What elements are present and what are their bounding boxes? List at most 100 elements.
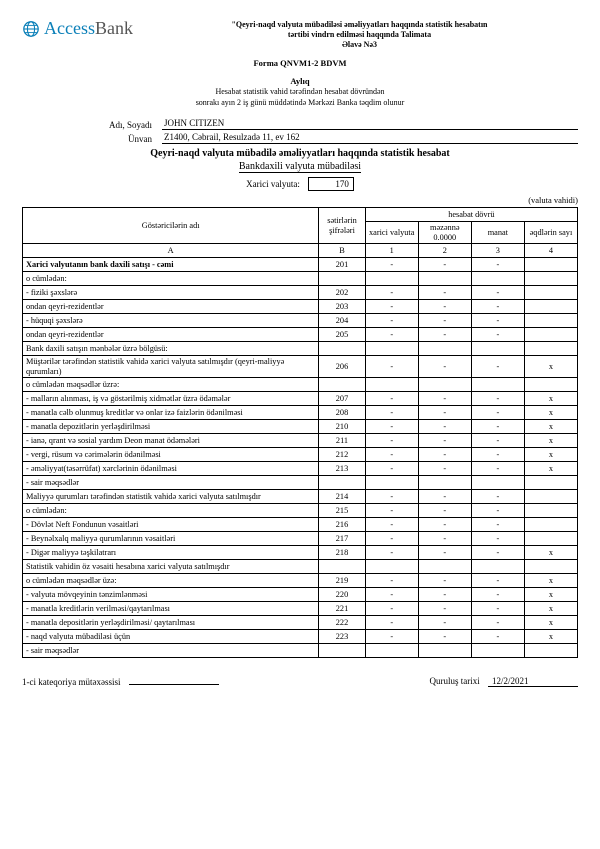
row-cell: - bbox=[365, 420, 418, 434]
row-cell: x bbox=[524, 630, 577, 644]
row-code bbox=[319, 476, 365, 490]
th-manat: manat bbox=[471, 222, 524, 244]
row-label: - ianə, qrant və sosial yardım Deon mana… bbox=[23, 434, 319, 448]
row-code: 211 bbox=[319, 434, 365, 448]
row-cell: - bbox=[471, 328, 524, 342]
header-line1: "Qeyri-naqd valyuta mübadiləsi əməliyyat… bbox=[141, 20, 578, 30]
row-cell: - bbox=[365, 300, 418, 314]
row-cell bbox=[471, 342, 524, 356]
row-code: 204 bbox=[319, 314, 365, 328]
row-cell bbox=[471, 476, 524, 490]
row-cell bbox=[524, 644, 577, 658]
row-cell: x bbox=[524, 356, 577, 378]
row-cell bbox=[524, 258, 577, 272]
table-row: - sair məqsədlər bbox=[23, 644, 578, 658]
row-code: 214 bbox=[319, 490, 365, 504]
row-label: - Dövlət Neft Fondunun vəsaitləri bbox=[23, 518, 319, 532]
form-sub1: Hesabat statistik vahid tərəfindən hesab… bbox=[22, 87, 578, 97]
row-cell: - bbox=[418, 630, 471, 644]
row-code: 203 bbox=[319, 300, 365, 314]
row-label: Statistik vahidin öz vəsaiti hesabına xa… bbox=[23, 560, 319, 574]
table-row: - ianə, qrant və sosial yardım Deon mana… bbox=[23, 434, 578, 448]
row-label: - valyuta mövqeyinin tənzimlənməsi bbox=[23, 588, 319, 602]
row-cell: - bbox=[365, 532, 418, 546]
report-subtitle: Bankdaxili valyuta mübadiləsi bbox=[239, 161, 361, 173]
row-cell: x bbox=[524, 546, 577, 560]
row-code: 205 bbox=[319, 328, 365, 342]
row-cell: - bbox=[418, 420, 471, 434]
form-sub2: sonrakı ayın 2 iş günü müddətində Mərkəz… bbox=[22, 98, 578, 108]
table-head: Göstəricilərin adı sətirlərin şifrələri … bbox=[23, 208, 578, 258]
row-cell bbox=[524, 286, 577, 300]
table-row: Statistik vahidin öz vəsaiti hesabına xa… bbox=[23, 560, 578, 574]
row-cell: - bbox=[471, 356, 524, 378]
logo-access: Access bbox=[44, 18, 95, 38]
report-title: Qeyri-naqd valyuta mübadilə əməliyyatlar… bbox=[22, 148, 578, 159]
row-cell: - bbox=[471, 462, 524, 476]
row-cell: - bbox=[365, 546, 418, 560]
row-label: - Beynəlxalq maliyyə qurumlarının vəsait… bbox=[23, 532, 319, 546]
row-cell: - bbox=[365, 314, 418, 328]
row-cell: - bbox=[471, 490, 524, 504]
row-cell: - bbox=[418, 258, 471, 272]
row-code: 218 bbox=[319, 546, 365, 560]
row-code bbox=[319, 378, 365, 392]
table-row: Maliyyə qurumları tərəfindən statistik v… bbox=[23, 490, 578, 504]
name-value: JOHN CITIZEN bbox=[162, 118, 578, 130]
row-cell bbox=[418, 560, 471, 574]
row-label: Müştərilər tərəfindən statistik vahidə x… bbox=[23, 356, 319, 378]
row-cell: - bbox=[471, 630, 524, 644]
row-cell bbox=[365, 378, 418, 392]
currency-value: 170 bbox=[308, 177, 354, 191]
table-row: o cümlədən: bbox=[23, 272, 578, 286]
row-cell: - bbox=[418, 328, 471, 342]
table-row: - manatla cəlb olunmuş kreditlər və onla… bbox=[23, 406, 578, 420]
row-cell: - bbox=[471, 504, 524, 518]
row-label: o cümlədən məqsədlər üzə: bbox=[23, 574, 319, 588]
table-row: Bank daxili satışın mənbələr üzrə bölgüs… bbox=[23, 342, 578, 356]
table-row: - Digər maliyyə təşkilatrarı218---x bbox=[23, 546, 578, 560]
header-line3: Əlavə Nə3 bbox=[141, 40, 578, 50]
row-cell: - bbox=[365, 630, 418, 644]
table-row: o cümlədən məqsədlər üzrə: bbox=[23, 378, 578, 392]
row-cell: - bbox=[365, 392, 418, 406]
row-cell: - bbox=[471, 420, 524, 434]
row-cell: - bbox=[418, 532, 471, 546]
th-xarici: xarici valyuta bbox=[365, 222, 418, 244]
addr-label: Ünvan bbox=[22, 134, 162, 144]
row-cell bbox=[524, 518, 577, 532]
th-3: 3 bbox=[471, 244, 524, 258]
currency-row: Xarici valyuta: 170 bbox=[22, 177, 578, 191]
footer-date-label: Quruluş tarixi bbox=[430, 676, 480, 686]
row-cell: - bbox=[471, 392, 524, 406]
globe-icon bbox=[22, 20, 40, 38]
row-code: 220 bbox=[319, 588, 365, 602]
row-cell bbox=[365, 342, 418, 356]
row-cell: - bbox=[471, 574, 524, 588]
row-cell bbox=[365, 476, 418, 490]
row-cell bbox=[524, 300, 577, 314]
row-cell: - bbox=[418, 490, 471, 504]
row-label: ondan qeyri-rezidentlər bbox=[23, 300, 319, 314]
row-label: Xarici valyutanın bank daxili satışı - c… bbox=[23, 258, 319, 272]
row-cell: - bbox=[365, 616, 418, 630]
row-cell: - bbox=[418, 546, 471, 560]
row-code: 223 bbox=[319, 630, 365, 644]
row-cell bbox=[524, 272, 577, 286]
footer-left: 1-ci kateqoriya mütəxəssisi bbox=[22, 677, 120, 687]
logo-text: AccessBank bbox=[44, 18, 133, 39]
row-code bbox=[319, 342, 365, 356]
form-title: Forma QNVM1-2 BDVM bbox=[22, 58, 578, 68]
row-label: o cümlədən: bbox=[23, 272, 319, 286]
row-cell bbox=[418, 644, 471, 658]
th-eqdlarin: əqdlərin sayı bbox=[524, 222, 577, 244]
row-cell: - bbox=[471, 602, 524, 616]
row-cell: - bbox=[471, 286, 524, 300]
row-code: 207 bbox=[319, 392, 365, 406]
table-row: - Beynəlxalq maliyyə qurumlarının vəsait… bbox=[23, 532, 578, 546]
row-cell: - bbox=[471, 616, 524, 630]
row-cell bbox=[365, 644, 418, 658]
th-gostericilar: Göstəricilərin adı bbox=[23, 208, 319, 244]
row-label: Maliyyə qurumları tərəfindən statistik v… bbox=[23, 490, 319, 504]
row-cell: - bbox=[365, 574, 418, 588]
